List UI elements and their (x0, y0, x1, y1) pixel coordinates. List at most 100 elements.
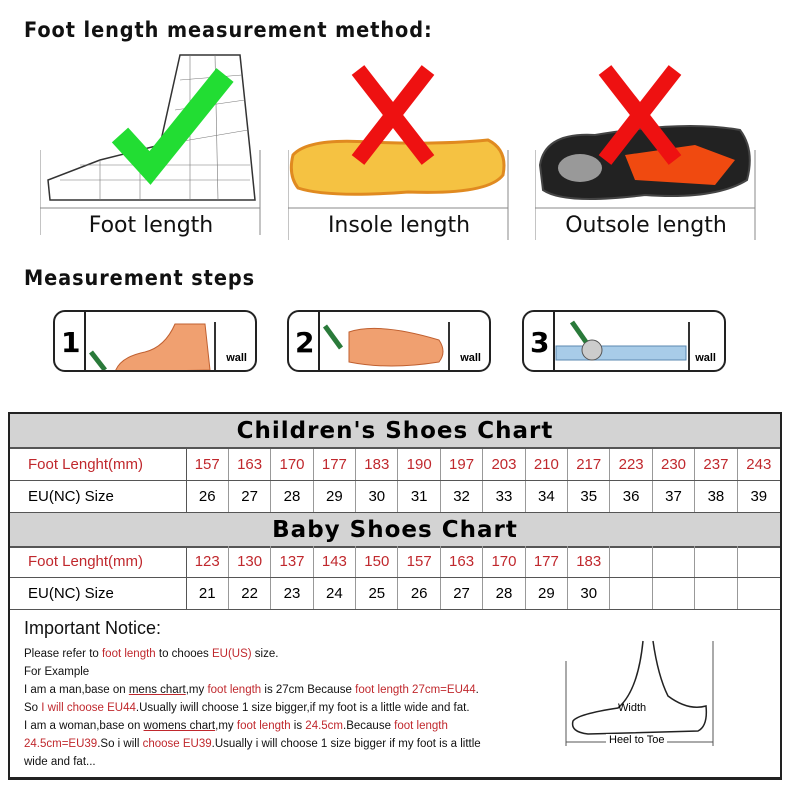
foot-wireframe-icon (40, 54, 261, 235)
method-caption: Insole length (327, 213, 471, 238)
notice-text: womens chart (143, 720, 216, 732)
notice-title: Important Notice: (24, 618, 162, 638)
notice-text: .So i will (97, 738, 143, 750)
foot-length-image: Foot length (40, 50, 262, 240)
table-cell: 33 (483, 481, 526, 512)
notice-text: 24.5cm (305, 720, 344, 732)
table-cell (738, 546, 780, 577)
table-cell: 37 (653, 481, 696, 512)
notice-text: foot length 27cm=EU44 (355, 684, 476, 696)
children-chart-title: Children's Shoes Chart (10, 414, 780, 449)
table-cell: 35 (568, 481, 611, 512)
cross-icon (351, 65, 435, 165)
table-cell: 24 (314, 578, 357, 609)
table-cell: 28 (271, 481, 314, 512)
table-cell: 28 (483, 578, 526, 609)
notice-line: 24.5cm=EU39.So i will choose EU39.Usuall… (24, 735, 564, 753)
table-cell: 217 (568, 449, 611, 480)
outsole-icon (535, 65, 756, 240)
important-notice: Important Notice: Please refer to foot l… (24, 618, 564, 771)
row-label: Foot Lenght(mm) (10, 449, 187, 480)
row-label: EU(NC) Size (10, 578, 187, 609)
foot-measure-figure: Width Heel to Toe (558, 636, 728, 756)
table-cell: 237 (695, 449, 738, 480)
table-cell: 243 (746, 456, 772, 473)
baby-size-row: EU(NC) Size 21 22 23 24 25 26 27 28 29 30 (10, 578, 780, 610)
table-cell: 27 (229, 481, 272, 512)
table-cell (610, 578, 653, 609)
notice-text: . (475, 684, 479, 696)
table-cell: 157 (187, 449, 229, 480)
notice-line: So I will choose EU44.Usually iwill choo… (24, 699, 564, 717)
notice-text: .Usually iwill choose 1 size bigger,if m… (135, 702, 470, 714)
notice-text: wide and fat... (24, 756, 96, 768)
ruler-icon (553, 312, 690, 370)
table-cell: 163 (229, 449, 272, 480)
notice-text: .Usually i will choose 1 size bigger if … (211, 738, 481, 750)
table-cell: 197 (441, 449, 484, 480)
method-heading: Foot length measurement method: (24, 18, 433, 42)
row-label: Foot Lenght(mm) (10, 546, 187, 577)
table-cell: 177 (526, 546, 569, 577)
table-cell: 150 (356, 546, 399, 577)
table-cell (695, 578, 738, 609)
table-cell: 170 (271, 449, 314, 480)
table-cell: 190 (398, 449, 441, 480)
wall-label: wall (460, 352, 481, 364)
table-cell: 130 (229, 546, 272, 577)
table-cell (653, 546, 696, 577)
baby-length-row: Foot Lenght(mm) 123 130 137 143 150 157 163 170… (10, 546, 780, 578)
foot-side-icon (84, 312, 216, 370)
notice-text: ,my (215, 720, 237, 732)
notice-text: Please refer to (24, 648, 102, 660)
table-cell (653, 578, 696, 609)
step-2: 2 wall (287, 310, 491, 372)
table-cell: 21 (187, 578, 229, 609)
notice-text: mens chart (128, 684, 186, 696)
table-cell: 25 (356, 578, 399, 609)
table-cell (738, 578, 780, 609)
step-3: 3 wall (522, 310, 726, 372)
notice-line: For Example (24, 663, 564, 681)
notice-text: foot length (101, 648, 156, 660)
table-cell: 137 (271, 546, 314, 577)
table-cell: 170 (483, 546, 526, 577)
table-cell (610, 546, 653, 577)
notice-text: choose EU39 (142, 738, 212, 750)
notice-text: 24.5cm=EU39 (24, 738, 98, 750)
notice-text: size. (251, 648, 279, 660)
table-cell: 210 (526, 449, 569, 480)
notice-text: So (24, 702, 42, 714)
check-icon (111, 68, 234, 185)
table-cell: 143 (314, 546, 357, 577)
table-cell: 31 (398, 481, 441, 512)
width-label: Width (618, 702, 647, 714)
table-cell: 177 (314, 449, 357, 480)
wall-label: wall (695, 352, 716, 364)
table-cell: 230 (653, 449, 696, 480)
notice-text: EU(US) (211, 648, 252, 660)
table-cell: 22 (229, 578, 272, 609)
wall-label: wall (226, 352, 247, 364)
notice-text: foot length (236, 720, 291, 732)
step-number: 2 (295, 326, 315, 359)
table-cell (695, 546, 738, 577)
step-1: 1 wall (53, 310, 257, 372)
table-cell: 26 (398, 578, 441, 609)
table-cell: 26 (187, 481, 229, 512)
notice-text: For Example (24, 666, 90, 678)
table-cell: 34 (526, 481, 569, 512)
notice-line: wide and fat... (24, 753, 564, 771)
table-cell: 123 (187, 546, 229, 577)
foot-sole-icon (318, 312, 450, 370)
notice-text: .Because (343, 720, 395, 732)
table-cell: 32 (441, 481, 484, 512)
notice-line: I am a man,base on mens chart,my foot le… (24, 681, 564, 699)
insole-icon (288, 65, 509, 240)
insole-length-image: Insole length (288, 50, 510, 240)
table-cell: 157 (398, 546, 441, 577)
notice-text: is 27cm Because (261, 684, 356, 696)
notice-text: foot length (394, 720, 448, 732)
table-cell: 29 (526, 578, 569, 609)
table-cell: 183 (356, 449, 399, 480)
